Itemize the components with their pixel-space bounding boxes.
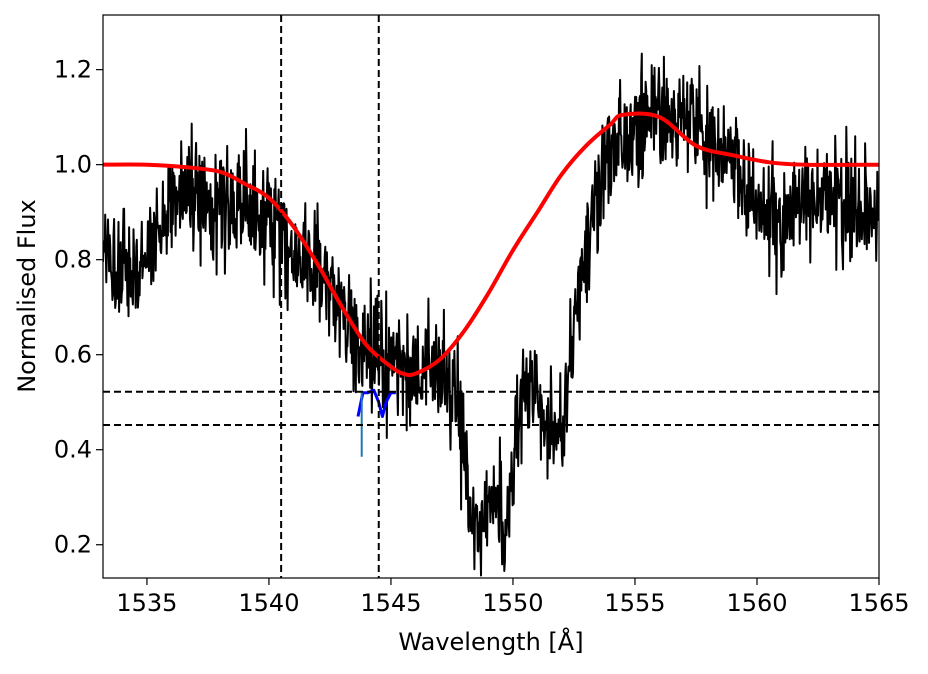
model-fit-line	[103, 111, 879, 378]
y-tick-label: 0.6	[54, 341, 92, 369]
y-tick-label: 1.2	[54, 56, 92, 84]
plot-area	[103, 15, 879, 578]
x-tick-label: 1555	[604, 589, 665, 617]
y-axis-label: Normalised Flux	[13, 199, 41, 393]
spectrum-line	[103, 52, 879, 577]
x-tick-label: 1560	[726, 589, 787, 617]
y-tick-label: 1.0	[54, 151, 92, 179]
y-tick-label: 0.2	[54, 531, 92, 559]
x-tick-label: 1565	[848, 589, 909, 617]
y-axis-ticks: 0.2 0.4 0.6 0.8 1.0 1.2	[54, 56, 103, 559]
x-tick-label: 1545	[360, 589, 421, 617]
x-tick-label: 1550	[482, 589, 543, 617]
plot-frame	[102, 14, 880, 579]
reference-lines	[103, 15, 879, 578]
x-axis-ticks: 1535 1540 1545 1550 1555 1560 1565	[116, 578, 910, 617]
x-axis-label: Wavelength [Å]	[398, 627, 583, 656]
y-tick-label: 0.4	[54, 436, 92, 464]
y-tick-label: 0.8	[54, 246, 92, 274]
x-tick-label: 1540	[238, 589, 299, 617]
x-tick-label: 1535	[116, 589, 177, 617]
